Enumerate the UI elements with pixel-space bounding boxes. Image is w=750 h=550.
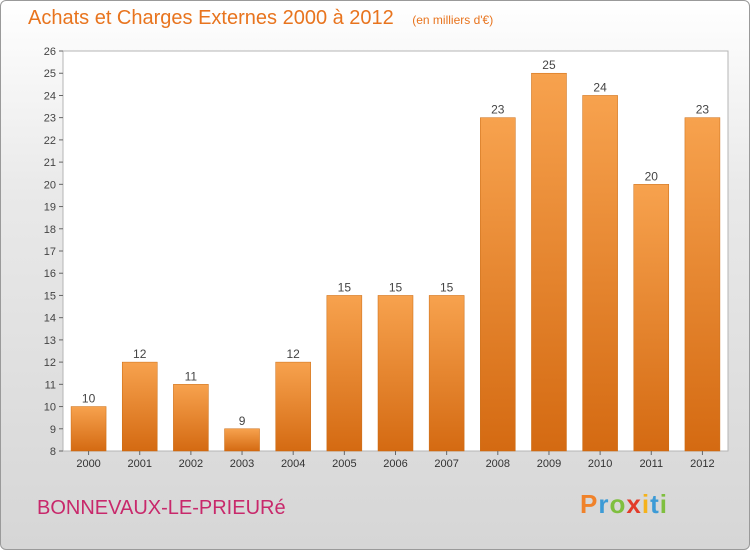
bar bbox=[70, 406, 107, 452]
data-label: 12 bbox=[133, 347, 147, 361]
y-tick-label: 11 bbox=[45, 379, 56, 391]
y-tick-label: 17 bbox=[44, 246, 56, 258]
x-tick-label: 2001 bbox=[127, 458, 151, 470]
chart-subtitle: (en milliers d'€) bbox=[412, 13, 494, 27]
y-tick-label: 23 bbox=[44, 113, 56, 125]
data-label: 23 bbox=[491, 103, 505, 117]
data-label: 20 bbox=[645, 169, 659, 183]
y-tick-label: 21 bbox=[44, 157, 56, 169]
logo-letter: i bbox=[641, 489, 651, 519]
bar bbox=[684, 117, 721, 452]
data-label: 12 bbox=[287, 347, 301, 361]
data-label: 11 bbox=[185, 369, 198, 383]
x-tick-label: 2008 bbox=[486, 458, 510, 470]
logo-letter: P bbox=[580, 489, 599, 519]
y-tick-label: 16 bbox=[44, 268, 56, 280]
y-tick-label: 15 bbox=[44, 290, 56, 302]
x-tick-label: 2003 bbox=[230, 458, 254, 470]
data-label: 23 bbox=[696, 103, 710, 117]
y-tick-label: 18 bbox=[44, 224, 56, 236]
bar bbox=[633, 184, 670, 452]
data-label: 15 bbox=[338, 280, 352, 294]
y-tick-label: 26 bbox=[44, 46, 56, 58]
logo-letter: o bbox=[609, 489, 627, 519]
bar bbox=[531, 72, 567, 452]
y-tick-label: 14 bbox=[44, 313, 56, 325]
bar bbox=[121, 361, 158, 452]
x-tick-label: 2006 bbox=[383, 458, 407, 470]
data-label: 25 bbox=[542, 58, 556, 72]
y-tick-label: 24 bbox=[44, 90, 56, 102]
logo-letter: t bbox=[650, 489, 660, 519]
data-label: 10 bbox=[82, 392, 96, 406]
y-tick-label: 9 bbox=[50, 424, 56, 436]
x-tick-label: 2005 bbox=[332, 458, 356, 470]
data-label: 9 bbox=[239, 414, 246, 428]
x-tick-label: 2002 bbox=[179, 458, 203, 470]
x-tick-label: 2004 bbox=[281, 458, 305, 470]
bar bbox=[275, 361, 311, 452]
x-tick-label: 2007 bbox=[434, 458, 458, 470]
bar bbox=[428, 295, 465, 452]
y-tick-label: 22 bbox=[44, 135, 56, 147]
bar bbox=[326, 295, 363, 452]
y-tick-label: 25 bbox=[44, 68, 56, 80]
y-tick-label: 20 bbox=[44, 179, 56, 191]
commune-name: BONNEVAUX-LE-PRIEURé bbox=[37, 497, 286, 519]
x-tick-label: 2010 bbox=[588, 458, 612, 470]
bar bbox=[377, 295, 414, 452]
data-label: 15 bbox=[389, 280, 403, 294]
logo-letter: r bbox=[598, 489, 610, 519]
data-label: 15 bbox=[440, 280, 454, 294]
logo-letter: i bbox=[659, 489, 668, 519]
chart-title: Achats et Charges Externes 2000 à 2012 bbox=[28, 7, 394, 29]
y-tick-label: 12 bbox=[44, 357, 56, 369]
bar bbox=[173, 384, 209, 452]
x-tick-label: 2000 bbox=[76, 458, 100, 470]
bar bbox=[480, 117, 516, 452]
logo-letter: x bbox=[626, 489, 642, 519]
x-tick-label: 2011 bbox=[639, 458, 663, 470]
bar bbox=[582, 95, 618, 452]
y-tick-label: 13 bbox=[44, 335, 56, 347]
y-tick-label: 10 bbox=[44, 402, 56, 414]
bar bbox=[224, 428, 260, 452]
y-tick-label: 8 bbox=[50, 446, 56, 458]
x-tick-label: 2009 bbox=[537, 458, 561, 470]
data-label: 24 bbox=[593, 80, 607, 94]
x-tick-label: 2012 bbox=[690, 458, 714, 470]
y-tick-label: 19 bbox=[44, 202, 56, 214]
proxiti-logo: Proxiti bbox=[580, 489, 668, 520]
title-row: Achats et Charges Externes 2000 à 2012 (… bbox=[28, 7, 493, 30]
